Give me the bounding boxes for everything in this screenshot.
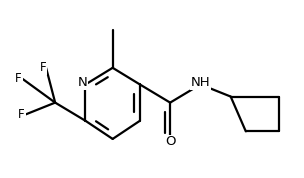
Text: O: O [165, 135, 175, 148]
Text: F: F [40, 61, 46, 74]
Text: NH: NH [191, 76, 210, 90]
Text: F: F [18, 108, 25, 121]
Text: F: F [15, 72, 22, 85]
Text: N: N [78, 76, 87, 90]
